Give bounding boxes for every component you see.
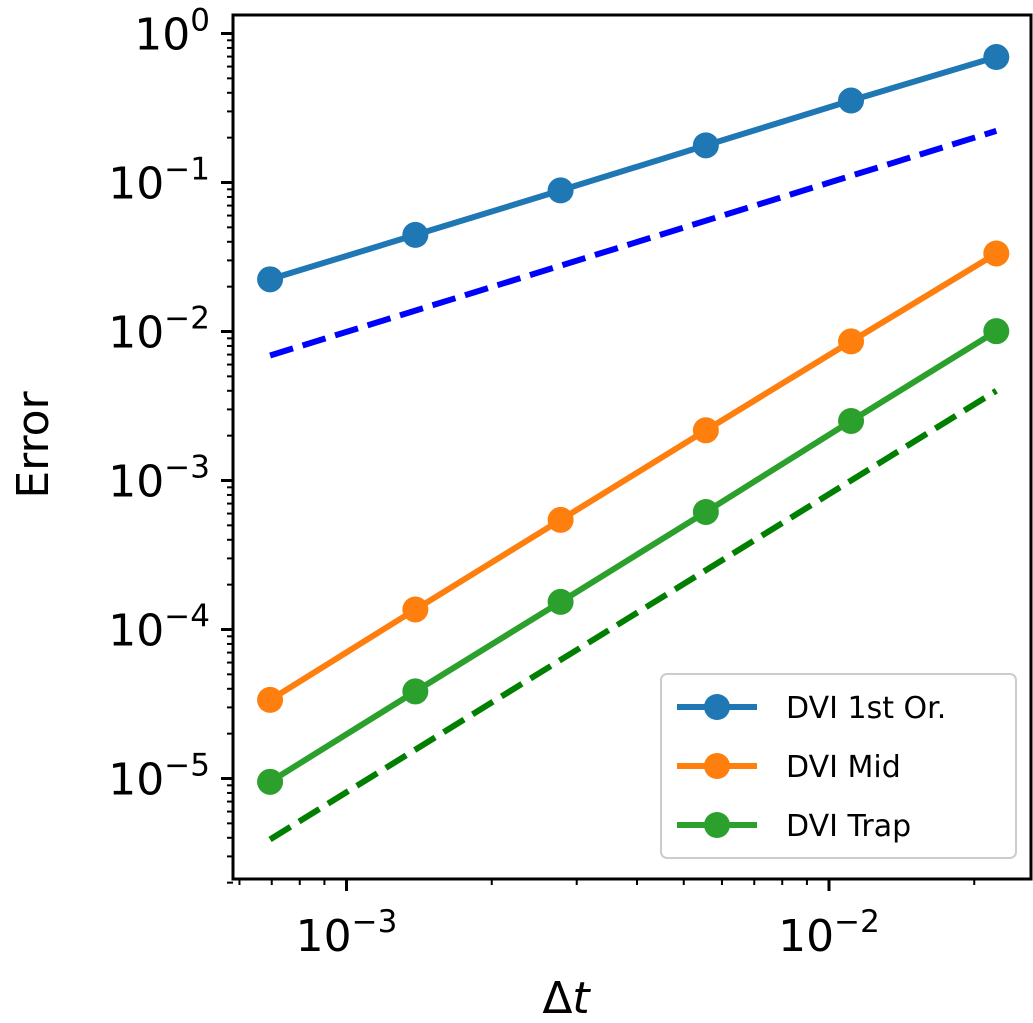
legend-label-3: DVI Trap (786, 809, 911, 844)
series-3-point-6 (983, 318, 1010, 345)
legend: DVI 1st Or. DVI Mid DVI Trap (660, 673, 1017, 859)
reference-line-2 (268, 388, 998, 842)
y-tick-base: 10 (134, 10, 190, 61)
x-axis-label: Δt (542, 973, 591, 1023)
y-tick-base: 10 (108, 308, 164, 359)
axes-frame (231, 13, 1033, 881)
y-tick-base: 10 (108, 457, 164, 508)
y-axis-label: Error (8, 390, 59, 498)
series-2-point-1 (257, 686, 284, 713)
legend-swatch-marker-1 (704, 694, 730, 720)
series-1-point-6 (983, 44, 1010, 71)
x-axis-label-delta: Δ (542, 973, 572, 1023)
y-tick-exponent: −2 (164, 301, 210, 337)
y-tick-label-3: 10−2 (108, 301, 210, 359)
y-tick-label-5: 10−4 (108, 599, 210, 657)
axes (221, 13, 1033, 891)
series-3-point-2 (402, 678, 429, 705)
x-tick-label-1: 10−3 (296, 904, 398, 962)
series-1-point-5 (838, 87, 865, 114)
y-tick-base: 10 (108, 159, 164, 210)
y-tick-exponent: 0 (190, 3, 210, 39)
x-tick-exponent: −3 (352, 904, 398, 940)
y-tick-base: 10 (108, 606, 164, 657)
series-line-1 (269, 54, 998, 283)
y-tick-base: 10 (108, 755, 164, 806)
y-tick-label-1: 100 (134, 3, 210, 61)
series-2-point-6 (983, 240, 1010, 267)
series-1-point-2 (402, 221, 429, 248)
legend-label-2: DVI Mid (786, 750, 901, 785)
series-lines (257, 44, 1010, 795)
y-tick-label-4: 10−3 (108, 450, 210, 508)
y-tick-exponent: −5 (164, 748, 210, 784)
series-3-point-4 (692, 498, 719, 525)
x-tick-base: 10 (778, 911, 834, 962)
reference-lines (268, 128, 998, 842)
reference-line-1 (269, 128, 998, 359)
series-3-point-5 (838, 407, 865, 434)
series-1-point-3 (547, 177, 574, 204)
series-2-point-5 (838, 328, 865, 355)
y-tick-exponent: −4 (164, 599, 210, 635)
x-tick-label-2: 10−2 (778, 904, 880, 962)
series-1-point-4 (692, 132, 719, 159)
series-2-point-4 (692, 417, 719, 444)
legend-swatch-marker-3 (704, 812, 730, 838)
series-2-point-2 (402, 596, 429, 623)
series-3-point-1 (257, 768, 284, 795)
series-2-point-3 (547, 506, 574, 533)
series-line-3 (268, 328, 998, 785)
legend-swatch-marker-2 (704, 753, 730, 779)
y-tick-exponent: −3 (164, 450, 210, 486)
series-line-2 (268, 250, 998, 703)
series-3-point-3 (547, 588, 574, 615)
legend-label-1: DVI 1st Or. (786, 691, 946, 726)
x-tick-base: 10 (296, 911, 352, 962)
y-tick-exponent: −1 (164, 152, 210, 188)
legend-box (660, 673, 1017, 859)
x-tick-exponent: −2 (834, 904, 880, 940)
series-1-point-1 (257, 266, 284, 293)
y-tick-label-2: 10−1 (108, 152, 210, 210)
x-axis-label-var: t (572, 973, 591, 1023)
y-tick-label-6: 10−5 (108, 748, 210, 806)
